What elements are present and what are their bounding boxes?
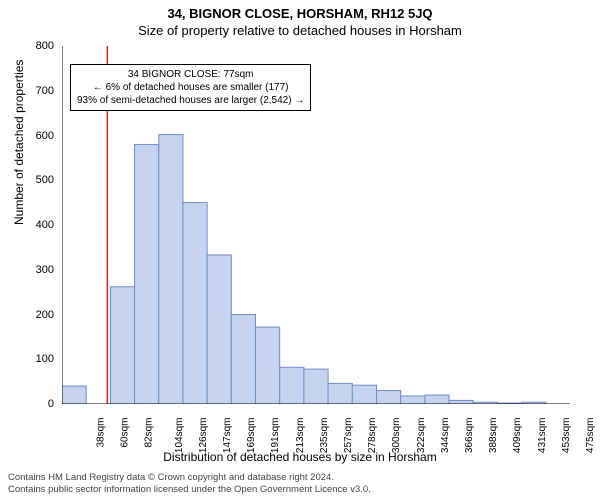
ytick-label: 0 [0, 398, 54, 410]
footer-line-1: Contains HM Land Registry data © Crown c… [8, 472, 371, 484]
ytick-label: 700 [0, 85, 54, 97]
xtick-label: 366sqm [464, 418, 475, 454]
histogram-bar [352, 385, 376, 404]
x-axis-title: Distribution of detached houses by size … [0, 450, 600, 464]
xtick-label: 82sqm [144, 418, 155, 448]
histogram-bar [401, 396, 425, 404]
xtick-label: 235sqm [319, 418, 330, 454]
ytick-label: 400 [0, 219, 54, 231]
chart-title-block: 34, BIGNOR CLOSE, HORSHAM, RH12 5JQ Size… [0, 0, 600, 38]
histogram-bar [256, 327, 280, 404]
xtick-label: 300sqm [391, 418, 402, 454]
ytick-label: 300 [0, 264, 54, 276]
histogram-bar [183, 203, 207, 404]
xtick-label: 38sqm [96, 418, 107, 448]
xtick-label: 257sqm [343, 418, 354, 454]
annotation-line-3: 93% of semi-detached houses are larger (… [77, 94, 304, 107]
xtick-label: 213sqm [295, 418, 306, 454]
histogram-bar [135, 144, 159, 404]
xtick-label: 431sqm [537, 418, 548, 454]
histogram-bar [207, 255, 231, 404]
histogram-bar [304, 369, 328, 404]
xtick-label: 147sqm [222, 418, 233, 454]
footer-line-2: Contains public sector information licen… [8, 484, 371, 496]
xtick-label: 104sqm [174, 418, 185, 454]
chart-title: 34, BIGNOR CLOSE, HORSHAM, RH12 5JQ [0, 6, 600, 21]
xtick-label: 169sqm [246, 418, 257, 454]
xtick-label: 60sqm [120, 418, 131, 448]
ytick-label: 800 [0, 40, 54, 52]
histogram-bar [231, 315, 255, 405]
xtick-label: 126sqm [198, 418, 209, 454]
ytick-label: 600 [0, 130, 54, 142]
xtick-label: 344sqm [440, 418, 451, 454]
footer-attribution: Contains HM Land Registry data © Crown c… [8, 472, 371, 496]
xtick-label: 388sqm [488, 418, 499, 454]
xtick-label: 453sqm [561, 418, 572, 454]
histogram-bar [328, 383, 352, 404]
chart-area: 34 BIGNOR CLOSE: 77sqm ← 6% of detached … [62, 46, 570, 404]
ytick-label: 100 [0, 353, 54, 365]
histogram-bar [280, 367, 304, 404]
xtick-label: 475sqm [585, 418, 596, 454]
annotation-box: 34 BIGNOR CLOSE: 77sqm ← 6% of detached … [70, 64, 311, 111]
histogram-bar [449, 400, 473, 404]
histogram-bar [62, 386, 86, 404]
xtick-label: 322sqm [416, 418, 427, 454]
histogram-bar [110, 287, 134, 404]
chart-subtitle: Size of property relative to detached ho… [0, 23, 600, 38]
histogram-bar [159, 135, 183, 404]
xtick-label: 409sqm [512, 418, 523, 454]
annotation-line-2: ← 6% of detached houses are smaller (177… [77, 81, 304, 94]
ytick-label: 200 [0, 309, 54, 321]
annotation-line-1: 34 BIGNOR CLOSE: 77sqm [77, 68, 304, 81]
histogram-bar [425, 395, 449, 404]
histogram-bar [376, 391, 400, 404]
xtick-label: 191sqm [271, 418, 282, 454]
ytick-label: 500 [0, 174, 54, 186]
xtick-label: 278sqm [367, 418, 378, 454]
